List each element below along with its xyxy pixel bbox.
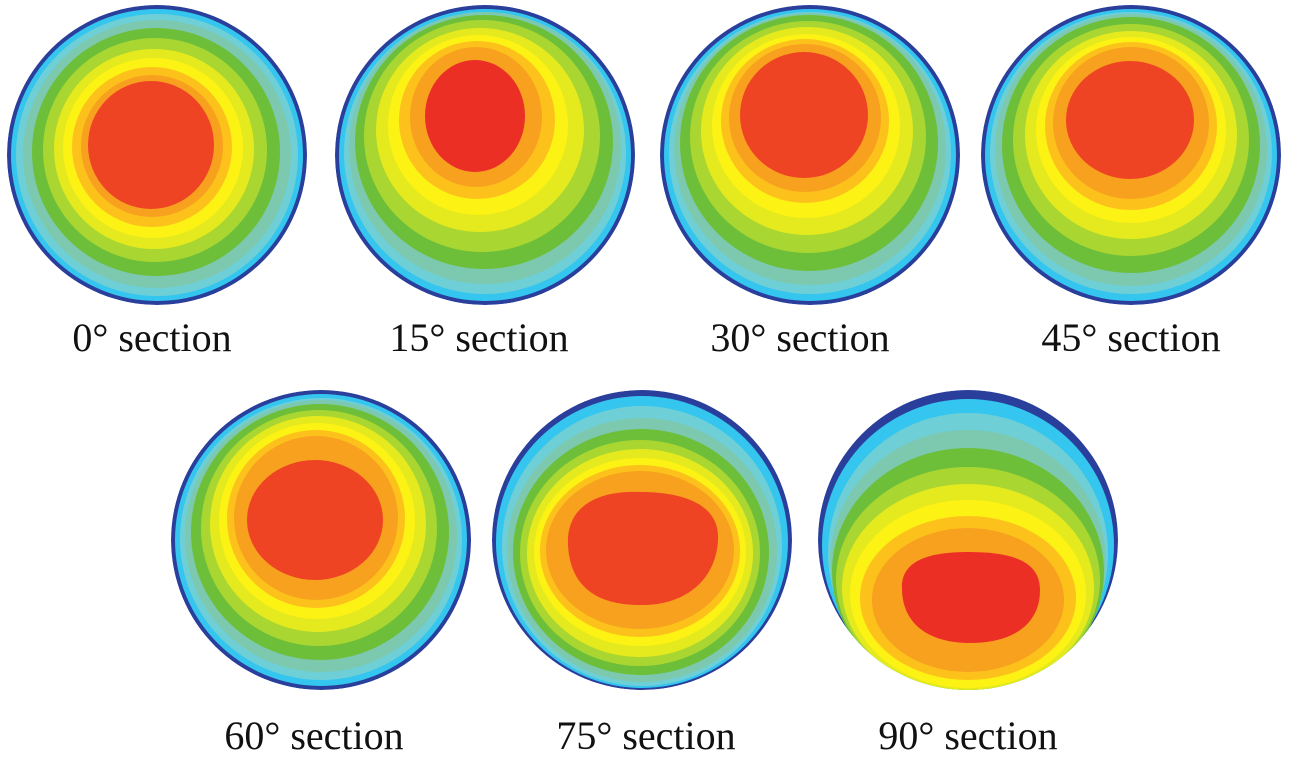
contour-45-deg — [981, 5, 1281, 305]
section-caption-15: 15° section — [389, 315, 569, 360]
velocity-core — [901, 552, 1040, 643]
contour-30-deg — [660, 5, 960, 305]
contour-0-deg — [7, 5, 307, 305]
velocity-core — [1066, 61, 1194, 179]
section-caption-60: 60° section — [224, 713, 404, 758]
contour-60-deg — [171, 390, 471, 690]
velocity-core — [567, 491, 719, 606]
velocity-core — [425, 60, 525, 172]
velocity-core — [740, 52, 868, 178]
contour-15-deg — [335, 5, 635, 305]
section-caption-75: 75° section — [556, 713, 736, 758]
section-caption-0: 0° section — [72, 315, 232, 360]
velocity-core — [247, 460, 383, 580]
velocity-core — [88, 81, 214, 209]
section-caption-90: 90° section — [878, 713, 1058, 758]
contour-75-deg — [492, 390, 792, 690]
section-caption-45: 45° section — [1041, 315, 1221, 360]
section-caption-30: 30° section — [710, 315, 890, 360]
contour-90-deg — [818, 390, 1118, 690]
